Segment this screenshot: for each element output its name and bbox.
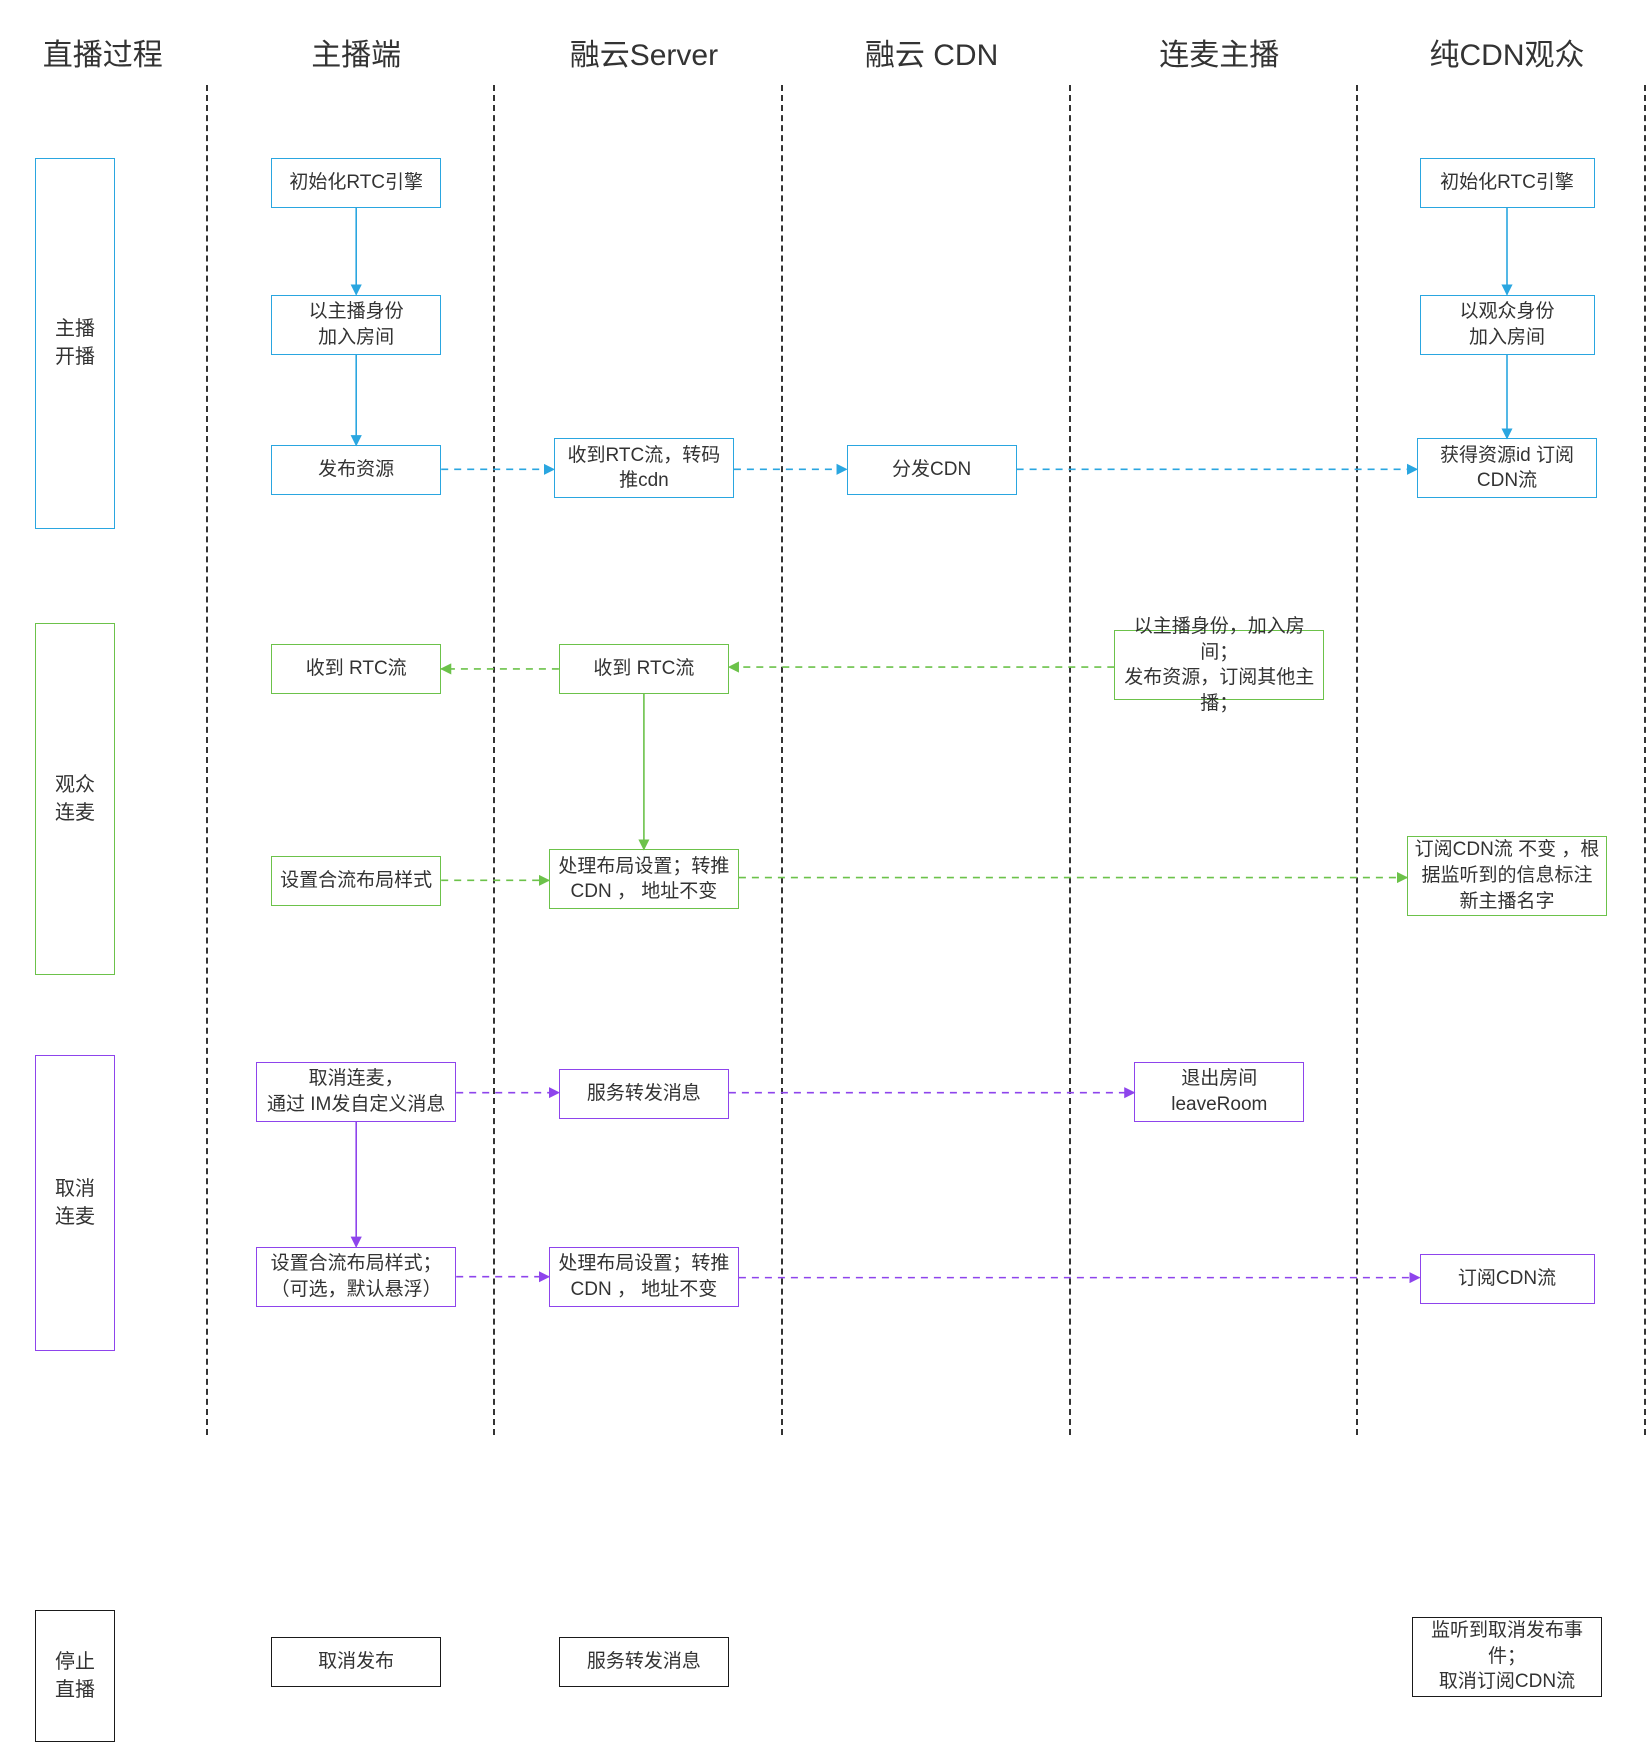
lifeline-0 [206,85,208,1435]
node-s_fwd: 服务转发消息 [559,1069,729,1119]
node-c_dist: 分发CDN [847,445,1017,495]
node-h_layout2: 设置合流布局样式； （可选，默认悬浮） [256,1247,456,1307]
node-h_pub: 发布资源 [271,445,441,495]
column-header-cohost: 连麦主播 [1159,30,1279,74]
node-h_layout: 设置合流布局样式 [271,856,441,906]
node-co_leave: 退出房间 leaveRoom [1134,1062,1304,1122]
node-a_unsub: 监听到取消发布事件； 取消订阅CDN流 [1412,1617,1602,1697]
lifeline-2 [781,85,783,1435]
phase-p4: 停止 直播 [35,1610,115,1742]
column-header-server: 融云Server [570,30,718,74]
node-a_init: 初始化RTC引擎 [1420,158,1595,208]
column-header-audience: 纯CDN观众 [1430,30,1585,74]
node-h_join: 以主播身份 加入房间 [271,295,441,355]
node-h_init: 初始化RTC引擎 [271,158,441,208]
node-s_layout: 处理布局设置；转推CDN ， 地址不变 [549,849,739,909]
column-header-host: 主播端 [311,30,401,74]
column-header-process: 直播过程 [43,30,163,74]
node-s_recv_rtc: 收到RTC流，转码推cdn [554,438,734,498]
node-h_cancel: 取消连麦， 通过 IM发自定义消息 [256,1062,456,1122]
column-header-cdn: 融云 CDN [865,30,998,74]
lifeline-5 [1644,85,1646,1435]
node-s_recv2: 收到 RTC流 [559,644,729,694]
node-co_join: 以主播身份，加入房间； 发布资源，订阅其他主播； [1114,630,1324,700]
phase-p1: 主播 开播 [35,158,115,530]
phase-p2: 观众 连麦 [35,623,115,974]
diagram-canvas: 直播过程 主播端 融云Server 融云 CDN 连麦主播 纯CDN观众主播 开播观众 连… [0,0,1651,1471]
lifeline-1 [493,85,495,1435]
phase-p3: 取消 连麦 [35,1055,115,1352]
node-a_keep: 订阅CDN流 不变 ，根据监听到的信息标注新主播名字 [1407,836,1607,916]
lifeline-3 [1069,85,1071,1435]
node-h_recv: 收到 RTC流 [271,644,441,694]
node-a_join: 以观众身份 加入房间 [1420,295,1595,355]
node-a_sub2: 订阅CDN流 [1420,1254,1595,1304]
node-a_sub: 获得资源id 订阅CDN流 [1417,438,1597,498]
node-s_layout2: 处理布局设置；转推CDN ， 地址不变 [549,1247,739,1307]
edge-layer [0,0,1651,1471]
node-s_fwd2: 服务转发消息 [559,1637,729,1687]
lifeline-4 [1356,85,1358,1435]
node-h_unpub: 取消发布 [271,1637,441,1687]
